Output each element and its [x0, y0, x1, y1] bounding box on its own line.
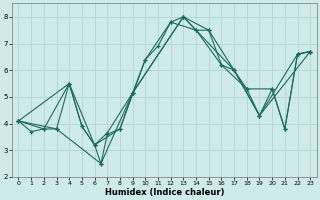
X-axis label: Humidex (Indice chaleur): Humidex (Indice chaleur)	[105, 188, 224, 197]
